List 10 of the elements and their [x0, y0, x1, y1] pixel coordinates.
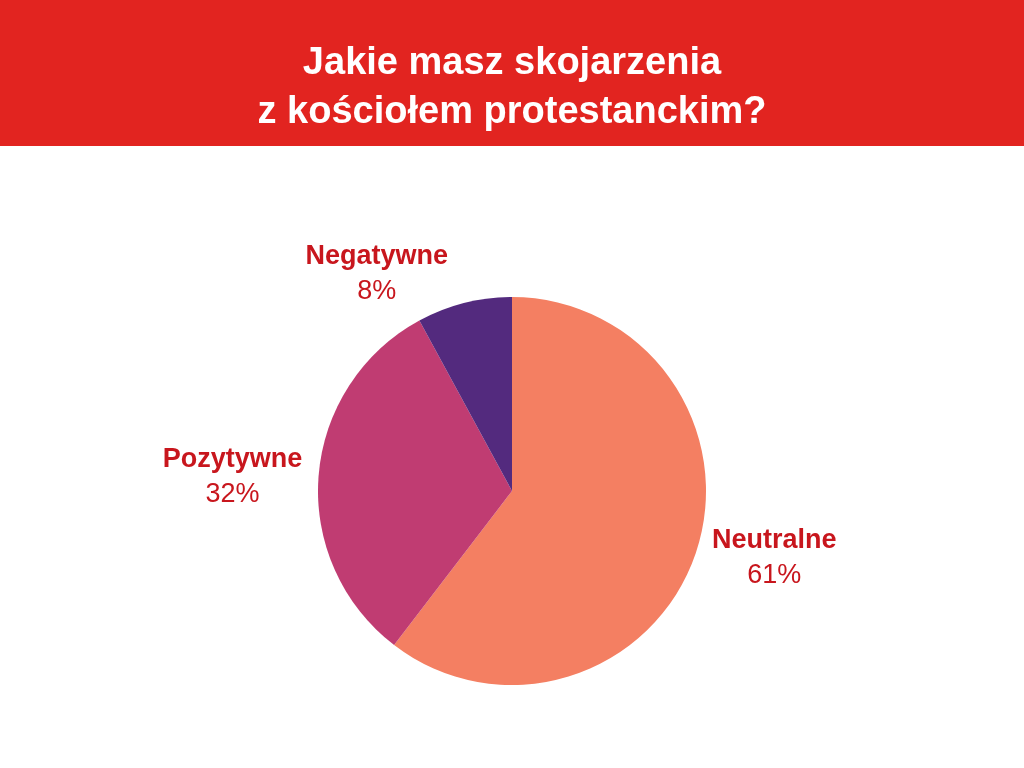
- data-label: 8%: [357, 274, 397, 305]
- slice-label: Neutralne: [712, 524, 837, 555]
- data-label: 32%: [205, 478, 260, 509]
- pie-slice: [394, 297, 706, 685]
- slice-label: Pozytywne: [162, 443, 303, 474]
- pie-slice: [318, 320, 512, 646]
- chart-title: Jakie masz skojarzenia z kościołem protestanckim?: [257, 40, 767, 132]
- data-label: 61%: [747, 559, 802, 590]
- slice-label: Negatywne: [305, 239, 448, 270]
- pie-slice: [419, 297, 512, 491]
